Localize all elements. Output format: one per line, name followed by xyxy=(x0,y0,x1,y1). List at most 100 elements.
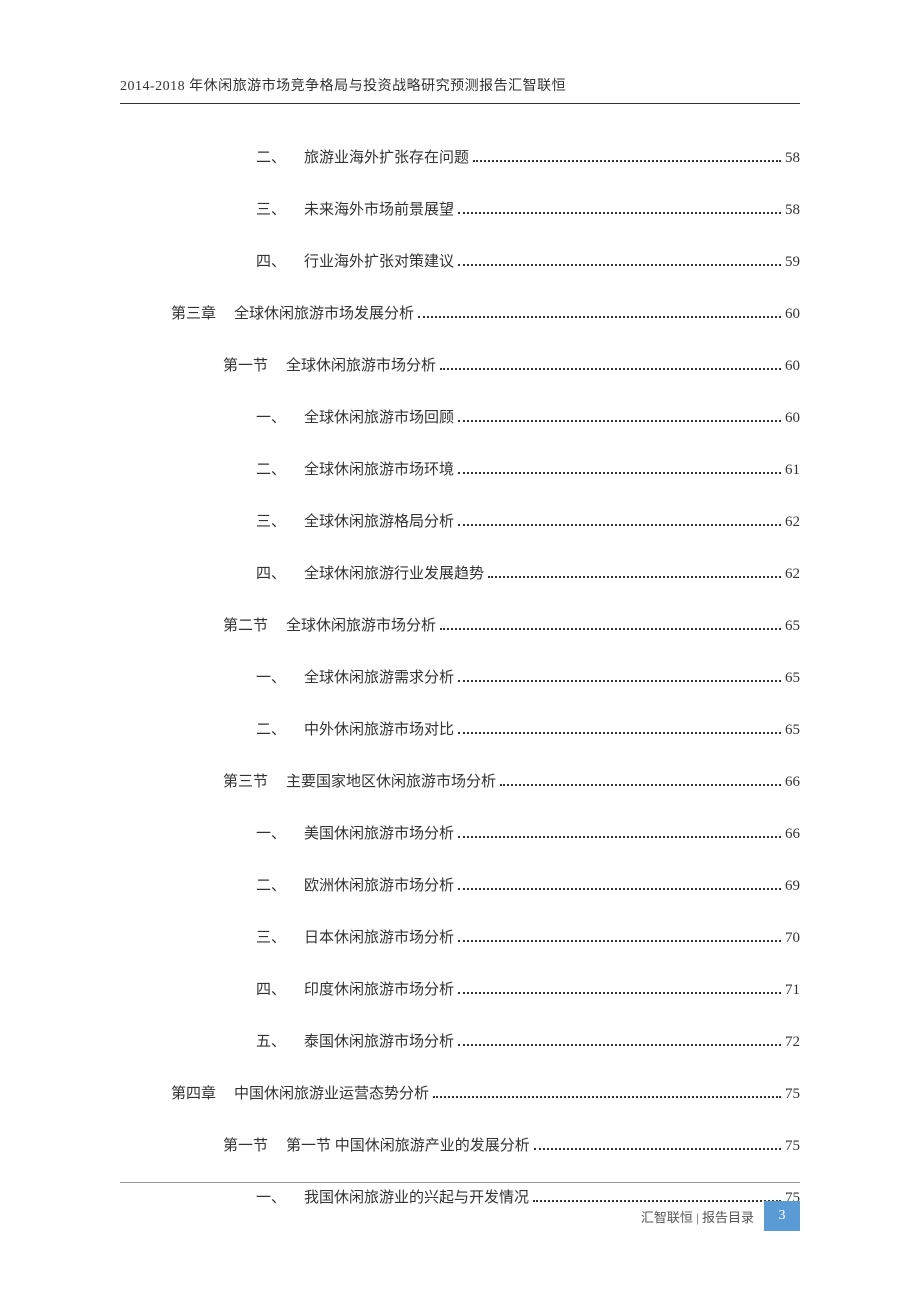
toc-label: 三、 xyxy=(248,510,286,531)
toc-text: 全球休闲旅游需求分析 xyxy=(304,666,454,687)
toc-label: 一、 xyxy=(248,406,286,427)
toc-page-number: 59 xyxy=(785,254,800,271)
toc-entry: 二、欧洲休闲旅游市场分析69 xyxy=(120,874,800,895)
toc-page-number: 70 xyxy=(785,930,800,947)
toc-entry: 二、全球休闲旅游市场环境 61 xyxy=(120,458,800,479)
toc-entry: 第一节全球休闲旅游市场分析 60 xyxy=(120,354,800,375)
toc-entry: 三、全球休闲旅游格局分析62 xyxy=(120,510,800,531)
toc-label: 四、 xyxy=(248,562,286,583)
toc-entry: 一、全球休闲旅游市场回顾 60 xyxy=(120,406,800,427)
toc-entry: 二、中外休闲旅游市场对比65 xyxy=(120,718,800,739)
toc-label: 二、 xyxy=(248,146,286,167)
toc-text: 全球休闲旅游市场分析 xyxy=(286,614,436,635)
toc-page-number: 69 xyxy=(785,878,800,895)
toc-page-number: 72 xyxy=(785,1034,800,1051)
toc-leader-dots xyxy=(458,472,781,474)
toc-text: 行业海外扩张对策建议 xyxy=(304,250,454,271)
toc-text: 中外休闲旅游市场对比 xyxy=(304,718,454,739)
toc-label: 第三章 xyxy=(158,302,216,323)
toc-page-number: 71 xyxy=(785,982,800,999)
toc-text: 印度休闲旅游市场分析 xyxy=(304,978,454,999)
toc-leader-dots xyxy=(433,1096,781,1098)
toc-page-number: 60 xyxy=(785,306,800,323)
toc-page-number: 75 xyxy=(785,1086,800,1103)
toc-text: 第一节 中国休闲旅游产业的发展分析 xyxy=(286,1134,530,1155)
toc-label: 二、 xyxy=(248,458,286,479)
toc-entry: 第二节全球休闲旅游市场分析 65 xyxy=(120,614,800,635)
toc-page-number: 62 xyxy=(785,514,800,531)
toc-leader-dots xyxy=(488,576,781,578)
page-footer: 汇智联恒 | 报告目录 3 xyxy=(120,1182,800,1231)
toc-leader-dots xyxy=(458,1044,781,1046)
toc-label: 一、 xyxy=(248,666,286,687)
toc-page-number: 66 xyxy=(785,826,800,843)
toc-text: 未来海外市场前景展望 xyxy=(304,198,454,219)
toc-page-number: 65 xyxy=(785,722,800,739)
toc-leader-dots xyxy=(458,940,781,942)
toc-leader-dots xyxy=(458,264,781,266)
toc-leader-dots xyxy=(458,524,781,526)
toc-page-number: 58 xyxy=(785,202,800,219)
footer-divider xyxy=(120,1182,800,1183)
toc-page-number: 65 xyxy=(785,618,800,635)
toc-entry: 第四章中国休闲旅游业运营态势分析 75 xyxy=(120,1082,800,1103)
toc-page-number: 66 xyxy=(785,774,800,791)
toc-text: 全球休闲旅游行业发展趋势 xyxy=(304,562,484,583)
toc-entry: 一、美国休闲旅游市场分析66 xyxy=(120,822,800,843)
footer-text: 汇智联恒 | 报告目录 xyxy=(641,1207,754,1226)
toc-leader-dots xyxy=(473,160,781,162)
toc-text: 中国休闲旅游业运营态势分析 xyxy=(234,1082,429,1103)
toc-text: 全球休闲旅游市场环境 xyxy=(304,458,454,479)
toc-page-number: 58 xyxy=(785,150,800,167)
toc-leader-dots xyxy=(458,836,781,838)
table-of-contents: 二、旅游业海外扩张存在问题58三、未来海外市场前景展望58四、行业海外扩张对策建… xyxy=(120,146,800,1207)
toc-entry: 一、全球休闲旅游需求分析 65 xyxy=(120,666,800,687)
toc-leader-dots xyxy=(458,992,781,994)
document-page: 2014-2018 年休闲旅游市场竞争格局与投资战略研究预测报告汇智联恒 二、旅… xyxy=(0,0,920,1301)
footer-page-number: 3 xyxy=(764,1201,800,1231)
toc-text: 泰国休闲旅游市场分析 xyxy=(304,1030,454,1051)
toc-entry: 三、日本休闲旅游市场分析70 xyxy=(120,926,800,947)
toc-leader-dots xyxy=(458,212,781,214)
header-divider xyxy=(120,103,800,104)
toc-text: 主要国家地区休闲旅游市场分析 xyxy=(286,770,496,791)
toc-label: 第三节 xyxy=(210,770,268,791)
toc-page-number: 75 xyxy=(785,1138,800,1155)
toc-page-number: 61 xyxy=(785,462,800,479)
toc-entry: 第三节主要国家地区休闲旅游市场分析 66 xyxy=(120,770,800,791)
toc-leader-dots xyxy=(418,316,781,318)
toc-entry: 第三章全球休闲旅游市场发展分析 60 xyxy=(120,302,800,323)
toc-leader-dots xyxy=(534,1148,781,1150)
toc-label: 四、 xyxy=(248,978,286,999)
toc-label: 第二节 xyxy=(210,614,268,635)
toc-entry: 四、印度休闲旅游市场分析 71 xyxy=(120,978,800,999)
toc-text: 全球休闲旅游市场回顾 xyxy=(304,406,454,427)
toc-leader-dots xyxy=(440,628,781,630)
toc-label: 三、 xyxy=(248,198,286,219)
toc-entry: 二、旅游业海外扩张存在问题58 xyxy=(120,146,800,167)
toc-entry: 第一节第一节 中国休闲旅游产业的发展分析 75 xyxy=(120,1134,800,1155)
toc-label: 五、 xyxy=(248,1030,286,1051)
toc-label: 第四章 xyxy=(158,1082,216,1103)
toc-label: 第一节 xyxy=(210,1134,268,1155)
toc-leader-dots xyxy=(458,888,781,890)
toc-leader-dots xyxy=(458,420,781,422)
toc-text: 全球休闲旅游市场发展分析 xyxy=(234,302,414,323)
toc-page-number: 60 xyxy=(785,358,800,375)
toc-text: 欧洲休闲旅游市场分析 xyxy=(304,874,454,895)
toc-label: 第一节 xyxy=(210,354,268,375)
toc-page-number: 62 xyxy=(785,566,800,583)
toc-label: 一、 xyxy=(248,822,286,843)
toc-leader-dots xyxy=(500,784,781,786)
toc-entry: 三、未来海外市场前景展望 58 xyxy=(120,198,800,219)
toc-entry: 五、泰国休闲旅游市场分析 72 xyxy=(120,1030,800,1051)
toc-leader-dots xyxy=(458,732,781,734)
toc-label: 四、 xyxy=(248,250,286,271)
toc-page-number: 60 xyxy=(785,410,800,427)
toc-text: 全球休闲旅游市场分析 xyxy=(286,354,436,375)
toc-label: 三、 xyxy=(248,926,286,947)
toc-page-number: 65 xyxy=(785,670,800,687)
footer-content: 汇智联恒 | 报告目录 3 xyxy=(120,1201,800,1231)
page-header-title: 2014-2018 年休闲旅游市场竞争格局与投资战略研究预测报告汇智联恒 xyxy=(120,75,800,95)
toc-leader-dots xyxy=(458,680,781,682)
